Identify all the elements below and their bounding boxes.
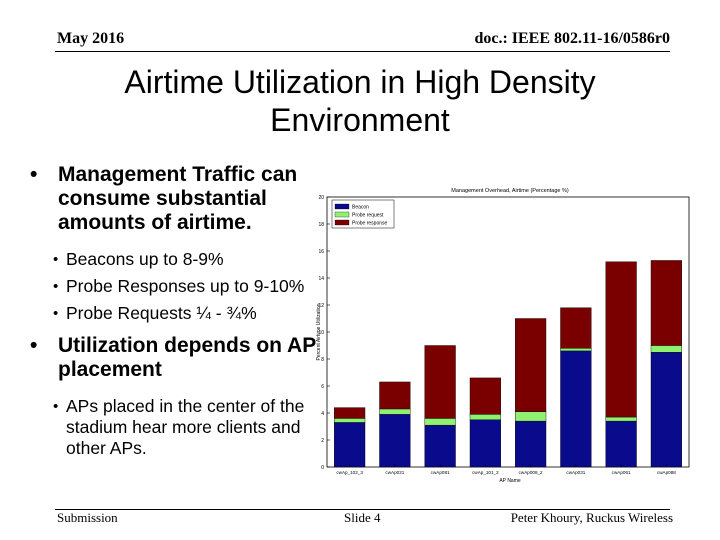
bar-segment-beacon bbox=[334, 422, 366, 468]
legend-label: Probe response bbox=[352, 220, 388, 226]
bar-segment-beacon bbox=[379, 414, 411, 468]
bar-segment-beacon bbox=[469, 419, 501, 468]
y-tick-label: 14 bbox=[318, 276, 324, 282]
sub-bullet-probe-requests: Probe Requests ¼ - ¾% bbox=[30, 303, 330, 324]
x-axis: cwAp_102_3 cwAp021 cwAp081 cwAp_101_2 cwAp00… bbox=[336, 464, 676, 475]
bullet-utilization: Utilization depends on AP placement bbox=[30, 334, 330, 382]
legend-swatch bbox=[334, 203, 350, 210]
y-tick-label: 18 bbox=[318, 222, 324, 228]
legend-swatch bbox=[334, 219, 350, 226]
bar-segment-probe-request bbox=[560, 347, 592, 352]
x-tick-label: cwAp088 bbox=[657, 470, 676, 475]
y-tick-label: 2 bbox=[321, 438, 324, 444]
legend-swatch bbox=[334, 211, 350, 218]
airtime-chart: Management Overhead, Airtime (Percentage… bbox=[316, 188, 690, 484]
bar-segment-probe-request bbox=[334, 418, 366, 423]
bar-segment-beacon bbox=[424, 424, 456, 468]
y-tick-label: 10 bbox=[318, 330, 324, 336]
x-tick-label: cwAp008_2 bbox=[519, 470, 543, 475]
chart-ylabel: Percent Airtime Utilization bbox=[316, 303, 322, 360]
x-tick-label: cwAp061 bbox=[612, 470, 631, 475]
bar-segment-probe-request bbox=[605, 416, 637, 422]
y-tick-label: 6 bbox=[321, 384, 324, 390]
footer-divider bbox=[55, 509, 670, 510]
header-date: May 2016 bbox=[57, 30, 125, 47]
bar-segment-probe-response bbox=[650, 260, 682, 346]
bar-group bbox=[334, 260, 682, 468]
chart-xlabel: AP Name bbox=[499, 478, 521, 484]
slide-title: Airtime Utilization in High Density Envi… bbox=[124, 64, 596, 138]
y-tick-label: 0 bbox=[321, 465, 324, 471]
bar-segment-probe-request bbox=[379, 408, 411, 415]
footer-author: Peter Khoury, Ruckus Wireless bbox=[510, 510, 673, 525]
bar-segment-probe-request bbox=[424, 418, 456, 426]
bar-segment-beacon bbox=[515, 420, 547, 468]
bar-segment-probe-response bbox=[469, 377, 501, 415]
bar-segment-probe-request bbox=[650, 345, 682, 353]
sub-bullet-probe-responses: Probe Responses up to 9-10% bbox=[30, 276, 330, 297]
bar-segment-probe-response bbox=[379, 381, 411, 410]
x-tick-label: cwAp_102_3 bbox=[336, 470, 363, 475]
footer-submission: Submission bbox=[57, 510, 118, 525]
bar-segment-probe-response bbox=[560, 307, 592, 349]
header-divider bbox=[55, 51, 670, 52]
bullet-list: Management Traffic can consume substanti… bbox=[30, 163, 330, 469]
y-tick-label: 20 bbox=[318, 195, 324, 201]
bar-segment-probe-request bbox=[515, 411, 547, 422]
bar-segment-probe-response bbox=[334, 407, 366, 419]
bar-segment-beacon bbox=[560, 350, 592, 468]
y-tick-label: 12 bbox=[318, 303, 324, 309]
sub-bullet-ap-placement: APs placed in the center of the stadium … bbox=[30, 396, 330, 459]
y-tick-label: 16 bbox=[318, 249, 324, 255]
bar-segment-probe-request bbox=[469, 414, 501, 420]
bar-segment-probe-response bbox=[424, 345, 456, 419]
sub-bullet-group-1: Beacons up to 8-9% Probe Responses up to… bbox=[30, 249, 330, 324]
bar-segment-beacon bbox=[650, 352, 682, 468]
legend-label: Probe request bbox=[352, 212, 384, 218]
sub-bullet-group-2: APs placed in the center of the stadium … bbox=[30, 396, 330, 459]
x-tick-label: cwAp021 bbox=[385, 470, 404, 475]
chart-legend: Beacon Probe request Probe response bbox=[331, 199, 395, 229]
y-tick-label: 8 bbox=[321, 357, 324, 363]
sub-bullet-beacons: Beacons up to 8-9% bbox=[30, 249, 330, 270]
bar-segment-probe-response bbox=[605, 261, 637, 418]
legend-label: Beacon bbox=[352, 204, 369, 210]
x-tick-label: cwAp_101_2 bbox=[472, 470, 499, 475]
y-axis: 0 2 4 6 8 10 12 14 16 18 20 bbox=[318, 195, 330, 471]
bar-segment-beacon bbox=[605, 420, 637, 468]
x-tick-label: cwAp081 bbox=[431, 470, 450, 475]
header-doc-id: doc.: IEEE 802.11-16/0586r0 bbox=[474, 30, 670, 47]
footer-slide-number: Slide 4 bbox=[344, 510, 381, 525]
chart-title: Management Overhead, Airtime (Percentage… bbox=[451, 188, 569, 194]
y-tick-label: 4 bbox=[321, 411, 324, 417]
bar-segment-probe-response bbox=[515, 318, 547, 412]
x-tick-label: cwAp031 bbox=[566, 470, 585, 475]
bullet-management-traffic: Management Traffic can consume substanti… bbox=[30, 163, 330, 235]
